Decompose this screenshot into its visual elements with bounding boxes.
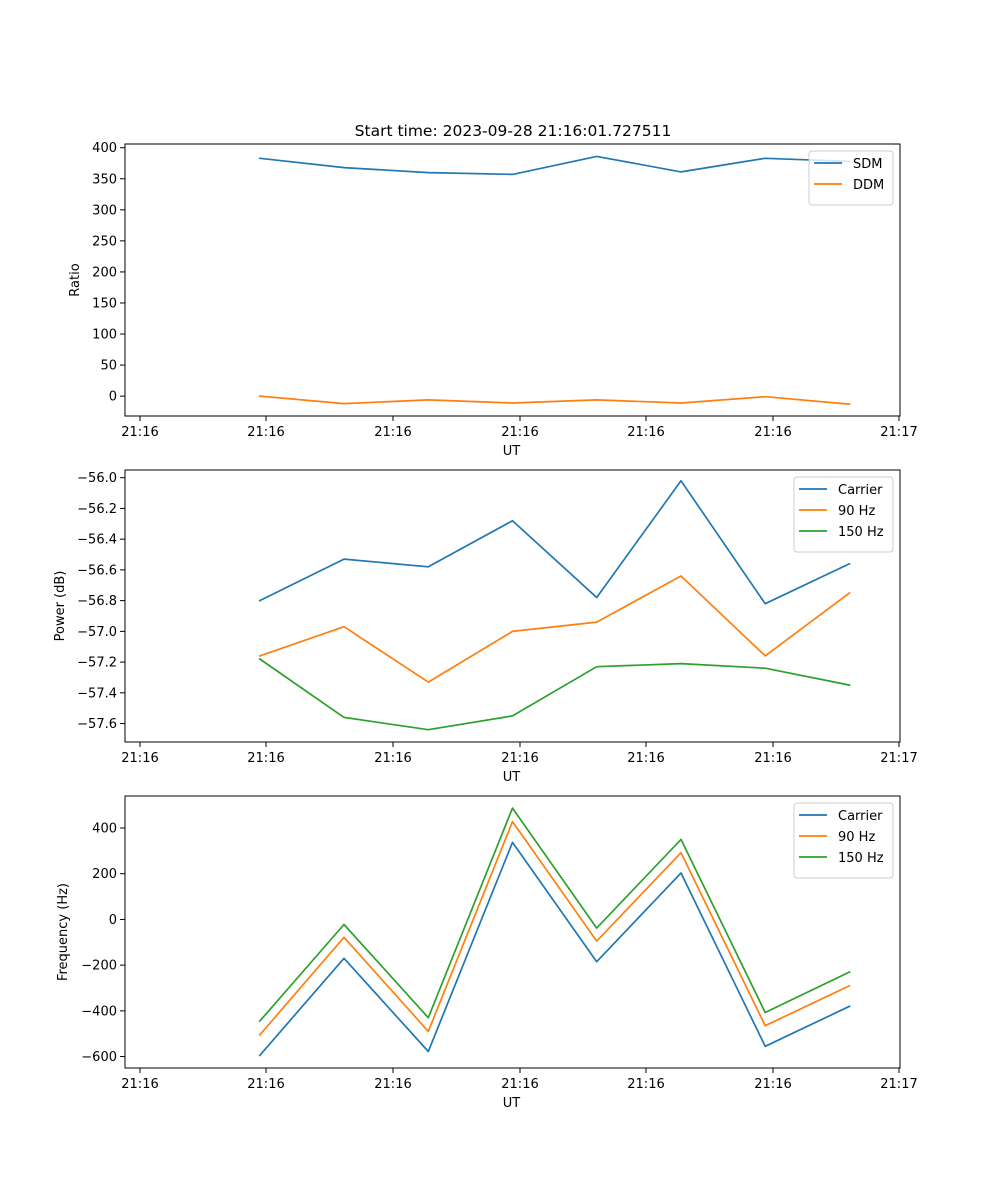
x-tick-label: 21:16 [501, 1077, 538, 1092]
axes-frame [124, 143, 901, 417]
y-tick-label: −57.6 [77, 717, 117, 732]
y-tick-label: −600 [81, 1050, 117, 1065]
subplot-1: 21:16 21:16 21:16 21:16 21:16 21:16 21:17 0 50 10… [68, 141, 918, 459]
x-tick-label: 21:17 [880, 1077, 917, 1092]
y-tick-label: −400 [81, 1004, 117, 1019]
x-axis-label: UT [503, 444, 521, 459]
y-tick-label: −56.2 [77, 502, 117, 517]
y-tick-label: −56.4 [77, 533, 117, 548]
legend: Carrier 90 Hz 150 Hz [793, 802, 894, 879]
x-tick-label: 21:16 [121, 751, 158, 766]
y-tick-label: 150 [92, 296, 117, 311]
y-tick-label: 350 [92, 172, 117, 187]
x-tick-label: 21:16 [754, 425, 791, 440]
y-tick-label: −57.4 [77, 686, 117, 701]
legend-label: 90 Hz [838, 830, 875, 845]
figure-title: Start time: 2023-09-28 21:16:01.727511 [355, 122, 672, 140]
series-line-carrier [258, 841, 851, 1057]
legend-label: Carrier [838, 483, 883, 498]
legend-box [793, 802, 894, 879]
legend: Carrier 90 Hz 150 Hz [793, 476, 894, 553]
legend-label: SDM [853, 157, 882, 172]
x-tick-label: 21:16 [627, 751, 664, 766]
x-tick-label: 21:16 [247, 1077, 284, 1092]
y-axis-label: Ratio [68, 263, 83, 296]
x-tick-label: 21:17 [880, 751, 917, 766]
y-tick-label: 300 [92, 203, 117, 218]
y-tick-label: 100 [92, 328, 117, 343]
axes-frame [124, 469, 901, 743]
y-tick-label: −56.0 [77, 471, 117, 486]
y-tick-label: 0 [109, 913, 117, 928]
series-line-150-hz [258, 807, 851, 1023]
y-tick-label: 0 [109, 390, 117, 405]
y-tick-label: −56.8 [77, 594, 117, 609]
y-tick-label: −56.6 [77, 563, 117, 578]
y-tick-label: 200 [92, 867, 117, 882]
x-tick-label: 21:16 [247, 751, 284, 766]
x-tick-label: 21:16 [754, 1077, 791, 1092]
legend-label: 150 Hz [838, 851, 884, 866]
y-axis-label: Power (dB) [53, 571, 68, 642]
x-tick-label: 21:16 [121, 1077, 158, 1092]
legend: SDM DDM [808, 150, 894, 206]
x-tick-label: 21:16 [121, 425, 158, 440]
series-line-sdm [258, 155, 851, 176]
subplot-3: 21:16 21:16 21:16 21:16 21:16 21:16 21:17 −600 −… [56, 795, 918, 1111]
y-tick-label: 50 [100, 359, 117, 374]
series-line-ddm [258, 395, 851, 406]
y-tick-label: −200 [81, 959, 117, 974]
series-line-90-hz [258, 575, 851, 683]
x-tick-label: 21:16 [374, 1077, 411, 1092]
axes-frame [124, 795, 901, 1069]
x-tick-label: 21:16 [374, 751, 411, 766]
x-tick-label: 21:17 [880, 425, 917, 440]
legend-label: Carrier [838, 809, 883, 824]
x-axis-label: UT [503, 1096, 521, 1111]
x-tick-label: 21:16 [627, 425, 664, 440]
plots: 21:16 21:16 21:16 21:16 21:16 21:16 21:17 0 50 10… [53, 141, 918, 1111]
x-tick-label: 21:16 [501, 425, 538, 440]
y-tick-label: 400 [92, 822, 117, 837]
y-tick-label: −57.0 [77, 625, 117, 640]
y-tick-label: 200 [92, 265, 117, 280]
subplot-2: 21:16 21:16 21:16 21:16 21:16 21:16 21:17 −57.6… [53, 469, 918, 785]
series-line-90-hz [258, 820, 851, 1037]
x-tick-label: 21:16 [627, 1077, 664, 1092]
y-tick-label: 250 [92, 234, 117, 249]
y-tick-label: −57.2 [77, 656, 117, 671]
legend-label: DDM [853, 178, 884, 193]
y-axis-label: Frequency (Hz) [56, 883, 71, 981]
x-axis-label: UT [503, 770, 521, 785]
legend-box [808, 150, 894, 206]
x-tick-label: 21:16 [754, 751, 791, 766]
x-tick-label: 21:16 [374, 425, 411, 440]
series-line-150-hz [258, 657, 851, 731]
series-line-carrier [258, 479, 851, 605]
legend-label: 90 Hz [838, 504, 875, 519]
legend-label: 150 Hz [838, 525, 884, 540]
legend-box [793, 476, 894, 553]
y-tick-label: 400 [92, 141, 117, 156]
x-tick-label: 21:16 [247, 425, 284, 440]
x-tick-label: 21:16 [501, 751, 538, 766]
